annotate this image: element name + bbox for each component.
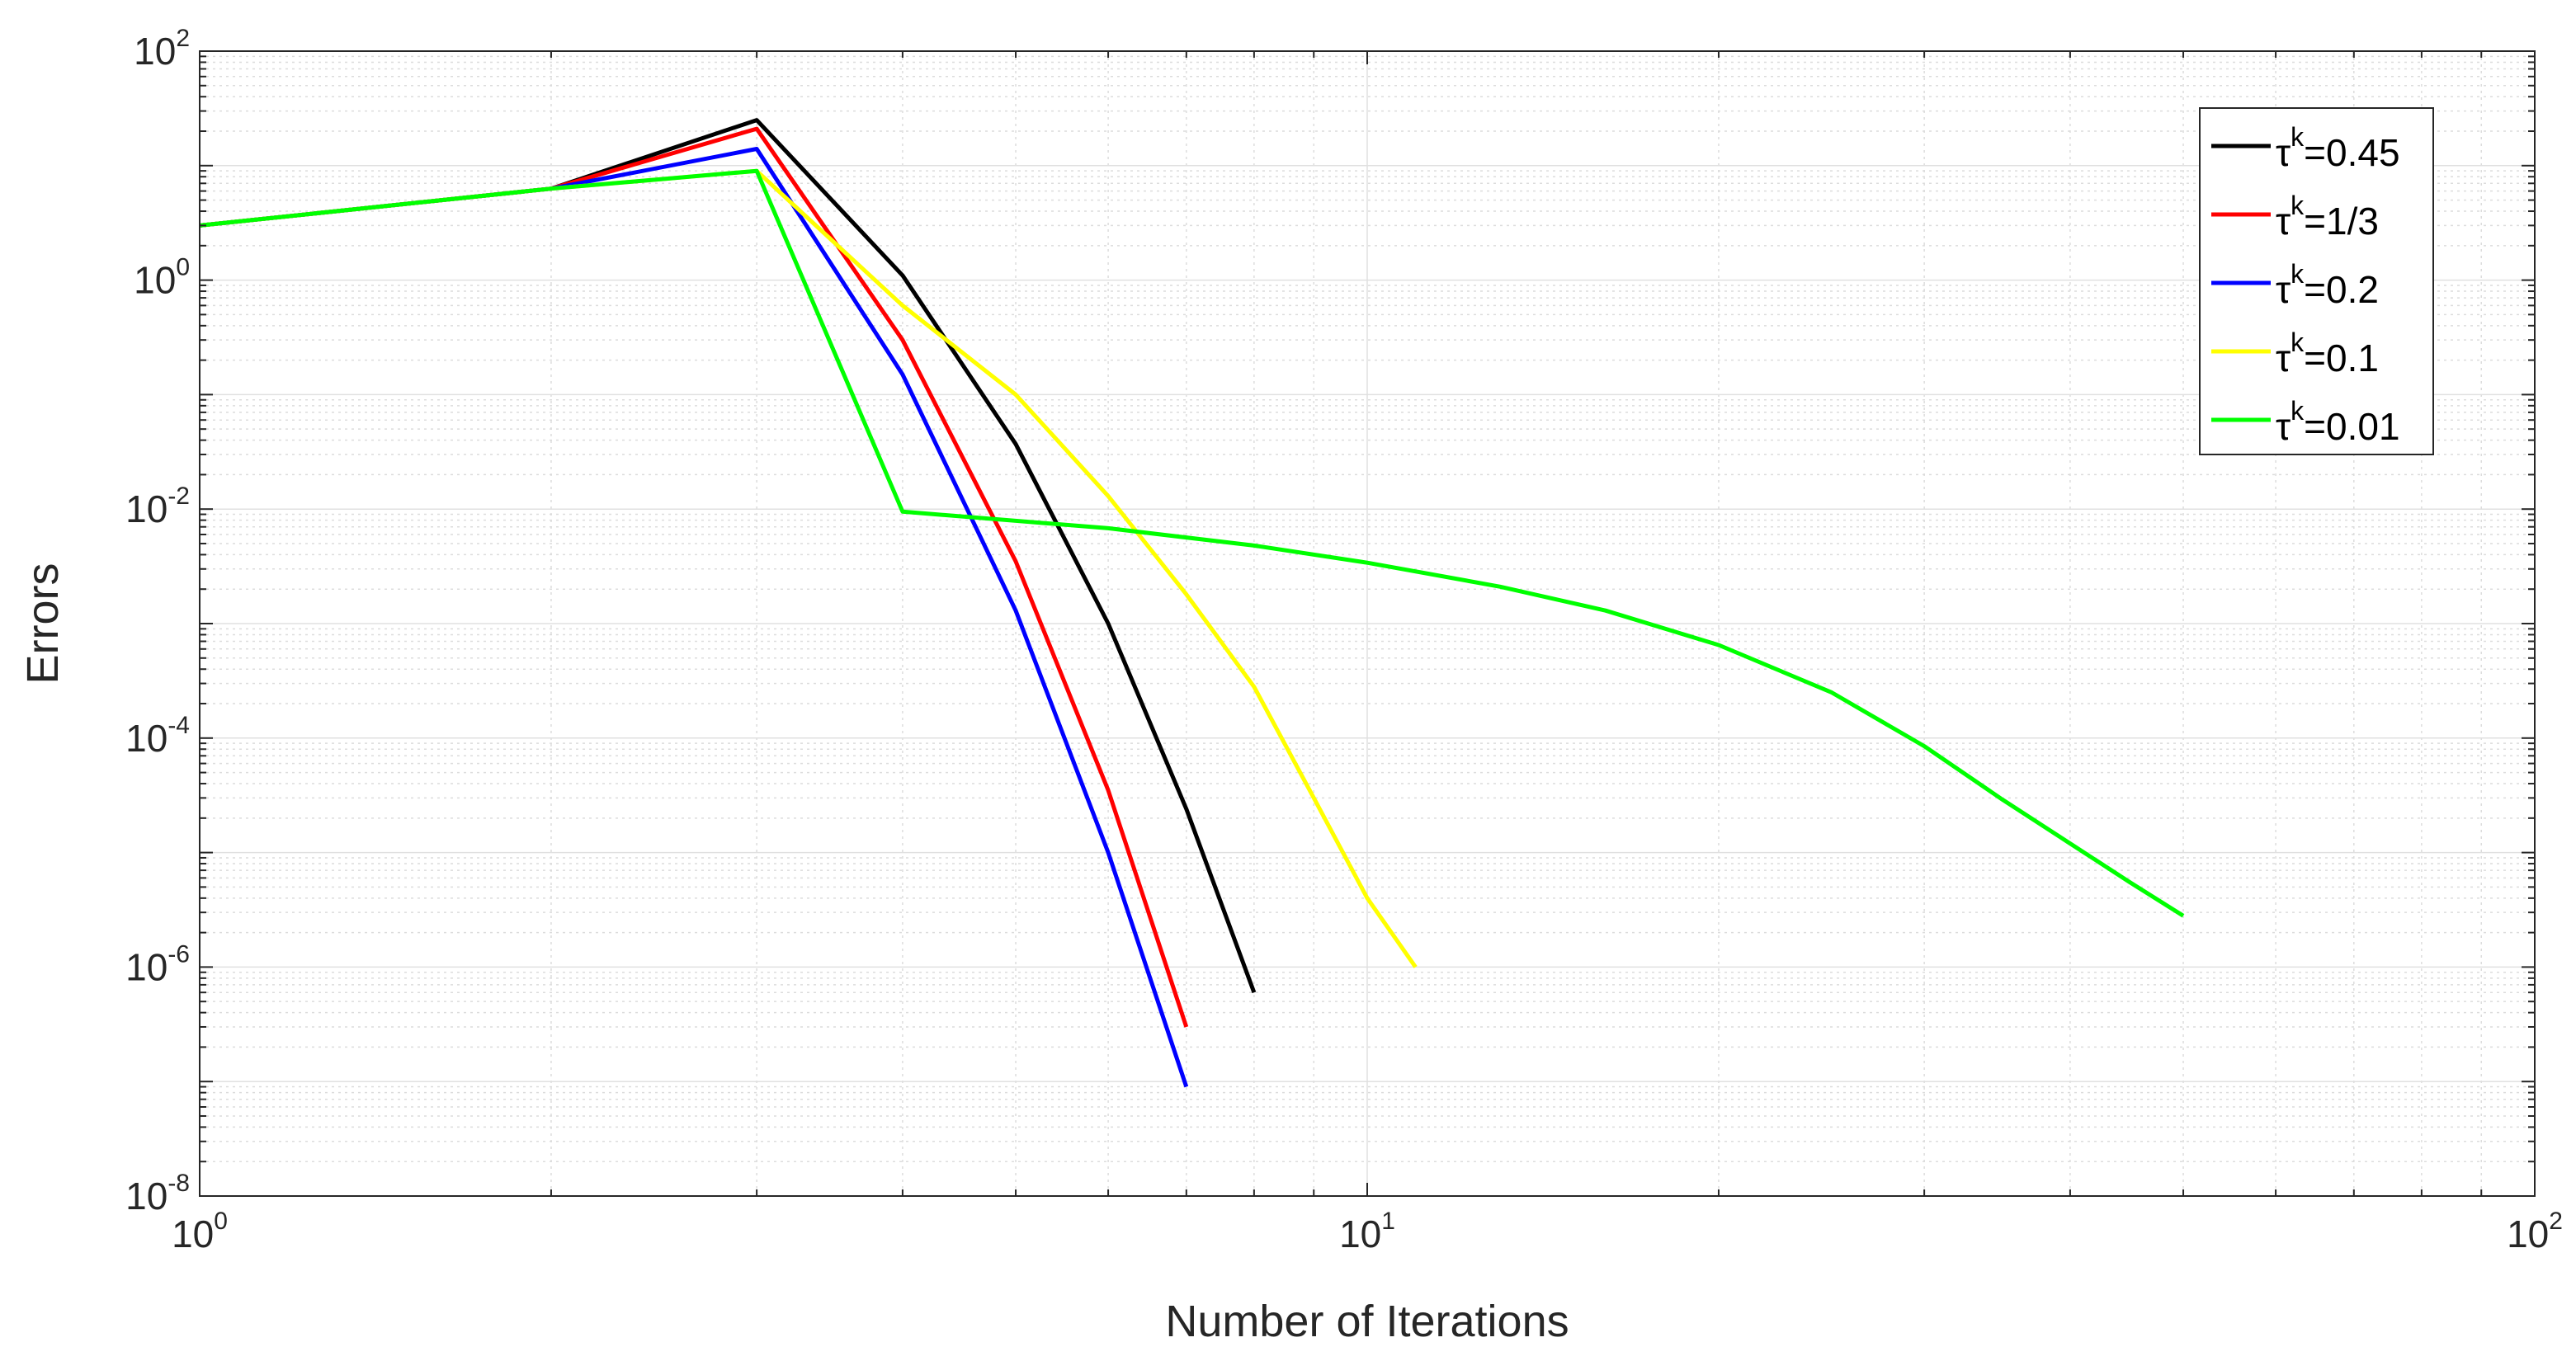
x-tick-labels: 100 101 102 — [172, 1208, 2563, 1255]
y-tick-label: 10-2 — [125, 483, 190, 530]
y-tick-label: 10-8 — [125, 1170, 190, 1217]
x-tick-label: 101 — [1339, 1208, 1395, 1255]
axis-ticks — [199, 50, 2536, 1197]
x-tick-label: 100 — [172, 1208, 228, 1255]
y-tick-label: 10-4 — [125, 712, 190, 760]
y-axis-label: Errors — [18, 563, 68, 685]
series-lines — [199, 118, 2185, 1088]
y-tick-label: 10-6 — [125, 940, 190, 988]
legend-entry: τk=0.01 — [2276, 396, 2400, 448]
legend-entry: τk=0.2 — [2276, 259, 2379, 311]
legend-entry: τk=0.1 — [2276, 327, 2379, 379]
legend-entry: τk=1/3 — [2276, 191, 2379, 243]
x-axis-label: Number of Iterations — [1165, 1297, 1569, 1346]
legend: τk=0.45 τk=1/3 τk=0.2 τk=0.1 τk=0.01 — [2199, 107, 2434, 455]
legend-entry: τk=0.45 — [2276, 122, 2400, 174]
major-grid — [199, 50, 2536, 1197]
y-tick-labels: 102 100 10-2 10-4 10-6 10-8 — [125, 25, 190, 1217]
y-tick-label: 102 — [134, 25, 190, 73]
y-tick-label: 100 — [134, 254, 190, 302]
x-tick-label: 102 — [2507, 1208, 2563, 1255]
series-line-4 — [199, 168, 2185, 918]
